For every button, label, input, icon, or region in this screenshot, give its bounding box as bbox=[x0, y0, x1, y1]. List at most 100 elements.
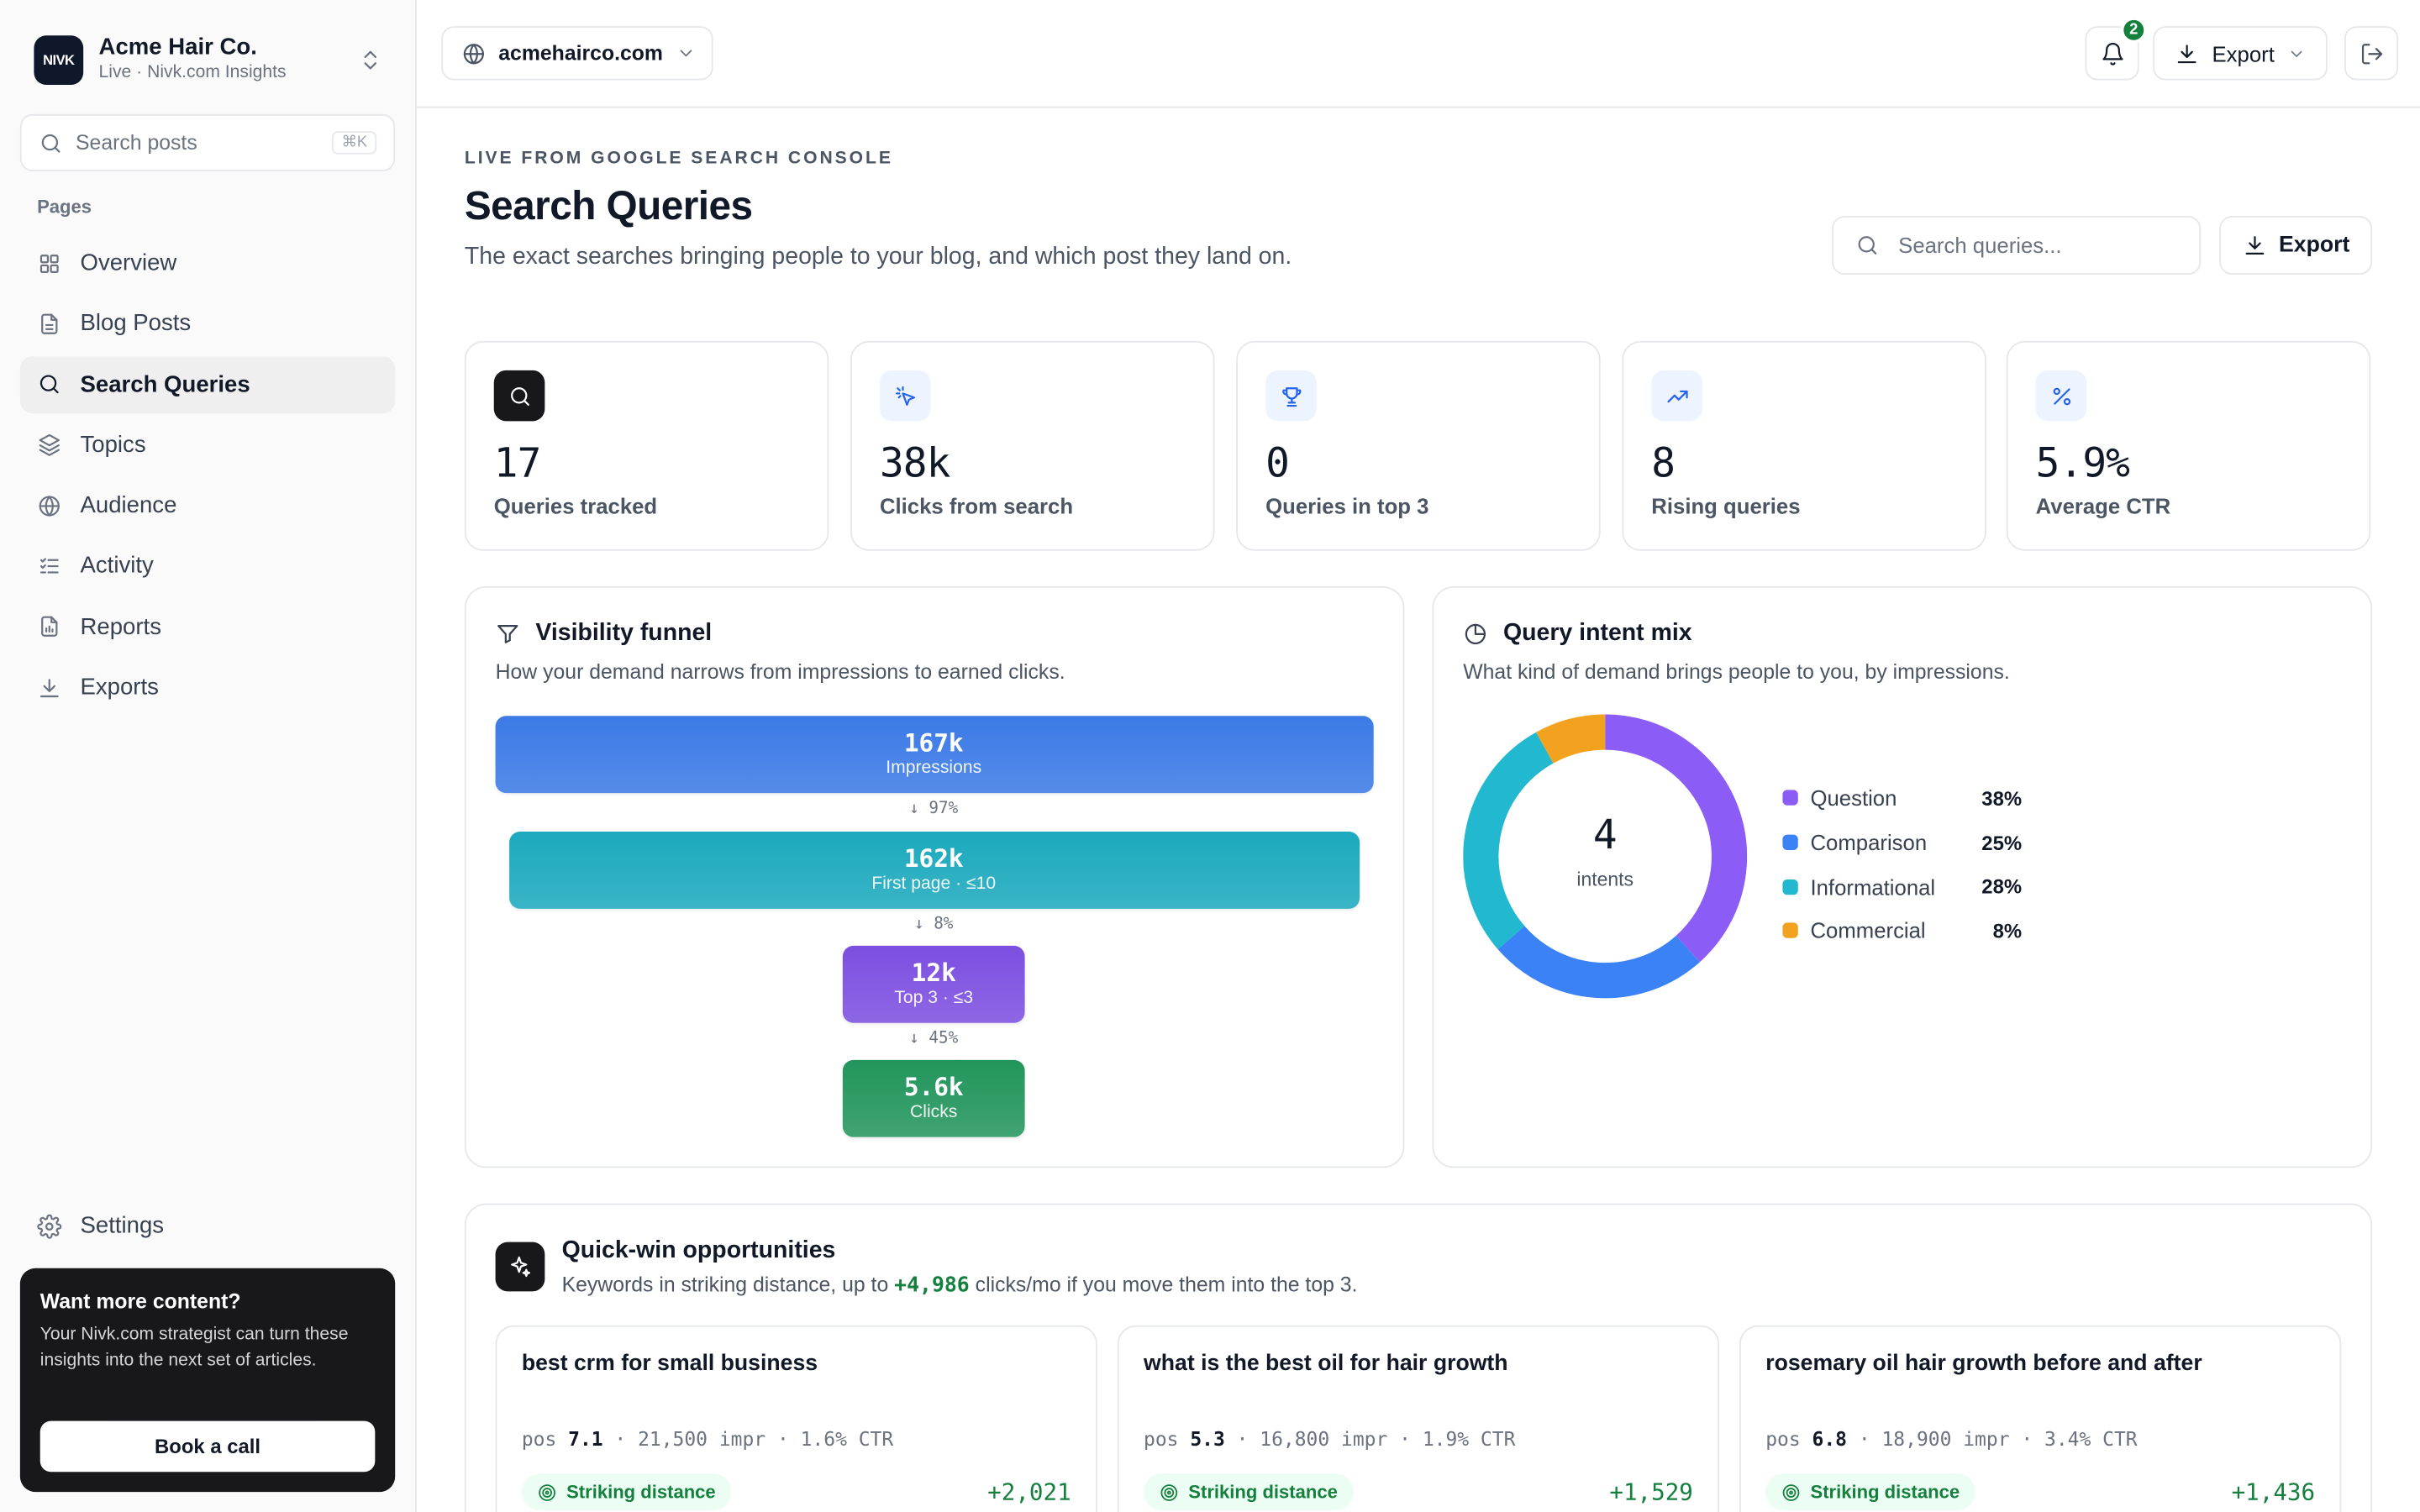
opportunity-meta: pos 5.3 · 16,800 impr · 1.9% CTR bbox=[1144, 1427, 1515, 1451]
funnel-stage-value: 12k bbox=[911, 958, 956, 988]
sidebar-item-label: Topics bbox=[80, 432, 146, 459]
badge-label: Striking distance bbox=[566, 1481, 716, 1503]
legend-label: Commercial bbox=[1810, 918, 1926, 943]
sparkles-icon bbox=[495, 1242, 545, 1292]
brand-subtitle: Live · Nivk.com Insights bbox=[98, 63, 287, 82]
funnel-stage-label: Top 3 · ≤3 bbox=[894, 989, 974, 1008]
badge-label: Striking distance bbox=[1810, 1481, 1960, 1503]
search-posts-placeholder: Search posts bbox=[76, 131, 197, 155]
trending-up-icon bbox=[1651, 370, 1702, 422]
intent-subtitle: What kind of demand brings people to you… bbox=[1463, 660, 2010, 684]
donut-slice-informational[interactable] bbox=[1463, 732, 1554, 950]
stat-card-top3: 0 Queries in top 3 bbox=[1236, 340, 1601, 551]
sidebar-item-exports[interactable]: Exports bbox=[20, 659, 395, 716]
search-icon bbox=[493, 370, 545, 422]
sidebar-item-label: Activity bbox=[80, 553, 154, 580]
opportunity-meta: pos 7.1 · 21,500 impr · 1.6% CTR bbox=[522, 1427, 893, 1451]
donut-center-value: 4 bbox=[1592, 812, 1618, 860]
sidebar-item-label: Exports bbox=[80, 674, 159, 701]
download-icon bbox=[37, 675, 61, 700]
funnel-stage-bar: 12k Top 3 · ≤3 bbox=[842, 945, 1025, 1023]
chevrons-up-down-icon[interactable] bbox=[358, 47, 382, 71]
sidebar-item-settings[interactable]: Settings bbox=[20, 1197, 395, 1254]
opportunity-card[interactable]: what is the best oil for hair growth pos… bbox=[1117, 1325, 1720, 1512]
opportunity-query: rosemary oil hair growth before and afte… bbox=[1765, 1351, 2202, 1377]
percent-icon bbox=[2035, 370, 2087, 422]
opportunity-query: best crm for small business bbox=[521, 1351, 818, 1377]
opportunity-card[interactable]: rosemary oil hair growth before and afte… bbox=[1739, 1325, 2342, 1512]
stat-card-ctr: 5.9% Average CTR bbox=[2006, 340, 2371, 551]
opportunity-gain: +1,529 bbox=[1609, 1478, 1693, 1506]
site-selector[interactable]: acmehairco.com bbox=[441, 26, 713, 81]
funnel-stage-value: 162k bbox=[903, 843, 964, 874]
workspace-switcher[interactable]: NIVK Acme Hair Co. Live · Nivk.com Insig… bbox=[34, 34, 382, 85]
funnel-title: Visibility funnel bbox=[496, 620, 712, 648]
funnel-stage-value: 167k bbox=[903, 727, 964, 758]
search-queries-input[interactable]: Search queries... bbox=[1832, 216, 2202, 275]
opportunity-card[interactable]: best crm for small business pos 7.1 · 21… bbox=[495, 1325, 1097, 1512]
pos-label: pos bbox=[521, 1426, 557, 1451]
position-value: 5.3 bbox=[1190, 1426, 1225, 1451]
sidebar-item-label: Settings bbox=[80, 1212, 165, 1239]
legend-value: 28% bbox=[1981, 874, 2023, 899]
sidebar-item-activity[interactable]: Activity bbox=[20, 538, 395, 595]
globe-icon bbox=[37, 493, 61, 517]
ctr-value: · 3.4% CTR bbox=[2021, 1426, 2138, 1451]
nav-section-label: Pages bbox=[37, 196, 92, 218]
export-button[interactable]: Export bbox=[2219, 216, 2373, 275]
sidebar-item-reports[interactable]: Reports bbox=[20, 598, 395, 655]
brand-name: Acme Hair Co. bbox=[98, 34, 257, 60]
donut-slice-question[interactable] bbox=[1604, 714, 1748, 963]
chevron-down-icon bbox=[676, 43, 696, 63]
search-icon bbox=[37, 372, 61, 396]
promo-title: Want more content? bbox=[39, 1289, 241, 1314]
notifications-button[interactable]: 2 bbox=[2085, 17, 2147, 81]
legend-value: 38% bbox=[1981, 786, 2023, 810]
intent-legend: Question 38% Comparison 25% Informational 28%… bbox=[1782, 776, 2022, 953]
logout-button[interactable] bbox=[2344, 26, 2399, 81]
funnel-step-rate: ↓ 45% bbox=[909, 1029, 959, 1048]
quick-win-subtitle-post: clicks/mo if you move them into the top … bbox=[975, 1273, 1358, 1296]
funnel-step-rate: ↓ 97% bbox=[909, 799, 959, 818]
keyboard-shortcut: ⌘K bbox=[332, 131, 377, 155]
book-call-button[interactable]: Book a call bbox=[39, 1420, 376, 1473]
funnel-stage-label: Impressions bbox=[886, 759, 982, 778]
funnel-stage-label: Clicks bbox=[910, 1103, 958, 1122]
legend-item: Comparison 25% bbox=[1782, 821, 2022, 865]
pos-label: pos bbox=[1144, 1426, 1179, 1451]
legend-swatch bbox=[1782, 790, 1798, 806]
export-menu-button[interactable]: Export bbox=[2153, 26, 2328, 81]
target-icon bbox=[1781, 1482, 1802, 1502]
download-icon bbox=[2242, 233, 2266, 257]
funnel-stage-bar: 162k First page · ≤10 bbox=[508, 832, 1360, 909]
sidebar-item-overview[interactable]: Overview bbox=[20, 234, 395, 291]
stat-label: Clicks from search bbox=[879, 493, 1074, 519]
sidebar-item-blog-posts[interactable]: Blog Posts bbox=[20, 295, 395, 352]
page-eyebrow: LIVE FROM GOOGLE SEARCH CONSOLE bbox=[464, 150, 893, 169]
intent-donut-chart bbox=[1463, 714, 1748, 999]
stat-label: Average CTR bbox=[2035, 493, 2171, 519]
funnel-stage-value: 5.6k bbox=[903, 1072, 964, 1102]
stat-value: 0 bbox=[1265, 441, 1290, 488]
sidebar-item-topics[interactable]: Topics bbox=[20, 417, 395, 474]
sidebar-item-audience[interactable]: Audience bbox=[20, 477, 395, 534]
quick-win-subtitle-pre: Keywords in striking distance, up to bbox=[561, 1273, 889, 1296]
gear-icon bbox=[37, 1213, 62, 1238]
page-subtitle: The exact searches bringing people to yo… bbox=[464, 244, 1292, 270]
sidebar-item-label: Audience bbox=[80, 492, 177, 519]
donut-slice-comparison[interactable] bbox=[1497, 926, 1700, 999]
position-value: 7.1 bbox=[568, 1426, 603, 1451]
sidebar-item-search-queries[interactable]: Search Queries bbox=[19, 355, 396, 413]
intent-title-text: Query intent mix bbox=[1502, 620, 1692, 647]
query-intent-card bbox=[1432, 585, 2373, 1168]
sidebar-item-label: Reports bbox=[80, 613, 161, 640]
brand-logo: NIVK bbox=[34, 34, 84, 85]
layers-icon bbox=[37, 433, 61, 457]
search-queries-placeholder: Search queries... bbox=[1898, 233, 2062, 258]
opportunity-gain: +1,436 bbox=[2231, 1478, 2316, 1506]
opportunity-meta: pos 6.8 · 18,900 impr · 3.4% CTR bbox=[1765, 1427, 2137, 1451]
donut-slice-commercial[interactable] bbox=[1536, 714, 1606, 764]
impressions-value: · 18,900 impr bbox=[1858, 1426, 2010, 1451]
stat-card-clicks: 38k Clicks from search bbox=[850, 340, 1215, 551]
search-posts-input[interactable]: Search posts ⌘K bbox=[19, 113, 396, 171]
